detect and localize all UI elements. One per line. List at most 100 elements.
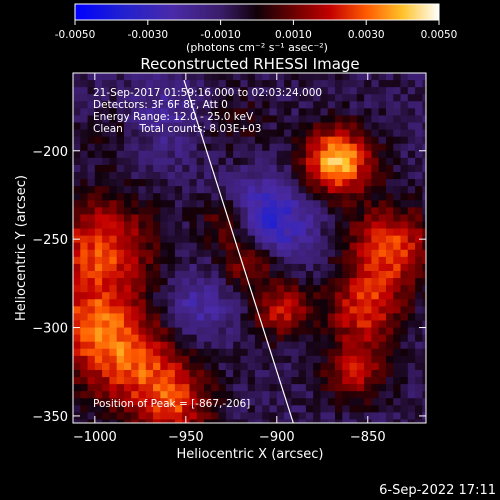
heatmap-cell xyxy=(320,143,329,152)
heatmap-cell xyxy=(320,341,329,350)
heatmap-cell xyxy=(371,115,380,124)
heatmap-cell xyxy=(167,391,176,399)
heatmap-cell xyxy=(247,235,256,244)
heatmap-cell xyxy=(240,341,249,350)
heatmap-cell xyxy=(218,150,227,159)
heatmap-cell xyxy=(349,391,358,399)
heatmap-cell xyxy=(269,101,278,109)
heatmap-cell xyxy=(174,384,183,392)
heatmap-cell xyxy=(364,278,373,286)
heatmap-cell xyxy=(80,292,89,300)
heatmap-cell xyxy=(269,285,278,293)
heatmap-cell xyxy=(138,228,147,237)
heatmap-cell xyxy=(356,242,365,251)
heatmap-cell xyxy=(73,80,81,88)
heatmap-cell xyxy=(400,193,409,201)
heatmap-cell xyxy=(174,292,183,300)
heatmap-cell xyxy=(196,73,205,81)
heatmap-cell xyxy=(87,186,96,194)
heatmap-cell xyxy=(80,157,89,166)
heatmap-cell xyxy=(211,263,220,272)
heatmap-cell xyxy=(291,101,300,109)
heatmap-cell xyxy=(131,80,140,88)
heatmap-cell xyxy=(364,228,373,237)
heatmap-cell xyxy=(364,214,373,223)
heatmap-cell xyxy=(327,292,336,300)
heatmap-cell xyxy=(116,122,125,131)
heatmap-cell xyxy=(94,263,103,272)
heatmap-cell xyxy=(320,193,329,201)
heatmap-cell xyxy=(196,355,205,364)
heatmap-cell xyxy=(109,214,118,223)
heatmap-cell xyxy=(320,136,329,145)
heatmap-cell xyxy=(189,157,198,166)
heatmap-cell xyxy=(284,249,292,258)
heatmap-cell xyxy=(131,362,140,371)
heatmap-cell xyxy=(204,129,212,138)
heatmap-cell xyxy=(204,278,212,286)
heatmap-cell xyxy=(116,164,125,173)
heatmap-cell xyxy=(305,369,314,378)
heatmap-cell xyxy=(116,207,125,216)
heatmap-cell xyxy=(240,221,249,230)
heatmap-cell xyxy=(378,270,387,279)
heatmap-cell xyxy=(320,391,329,399)
heatmap-cell xyxy=(305,384,314,392)
heatmap-cell xyxy=(254,143,263,152)
heatmap-cell xyxy=(116,150,125,159)
heatmap-cell xyxy=(262,179,271,187)
heatmap-cell xyxy=(116,285,125,293)
heatmap-cell xyxy=(123,207,132,216)
heatmap-cell xyxy=(269,235,278,244)
heatmap-cell xyxy=(196,108,205,117)
heatmap-cell xyxy=(342,270,351,279)
heatmap-cell xyxy=(196,87,205,95)
heatmap-cell xyxy=(415,299,423,307)
heatmap-cell xyxy=(349,384,358,392)
heatmap-cell xyxy=(233,249,242,258)
heatmap-cell xyxy=(371,391,380,399)
heatmap-cell xyxy=(138,299,147,307)
heatmap-cell xyxy=(189,214,198,223)
heatmap-cell xyxy=(233,419,242,423)
heatmap-cell xyxy=(131,313,140,322)
heatmap-cell xyxy=(116,341,125,350)
heatmap-cell xyxy=(262,87,271,95)
heatmap-cell xyxy=(233,341,242,350)
heatmap-cell xyxy=(189,377,198,385)
heatmap-cell xyxy=(196,327,205,336)
heatmap-cell xyxy=(102,150,110,159)
heatmap-cell xyxy=(153,122,161,131)
heatmap-cell xyxy=(131,136,140,145)
heatmap-cell xyxy=(269,171,278,180)
heatmap-cell xyxy=(393,101,402,109)
heatmap-cell xyxy=(269,292,278,300)
heatmap-cell xyxy=(218,87,227,95)
heatmap-cell xyxy=(116,419,125,423)
heatmap-cell xyxy=(415,115,423,124)
heatmap-cell xyxy=(313,313,322,322)
heatmap-cell xyxy=(400,179,409,187)
heatmap-cell xyxy=(116,157,125,166)
heatmap-cell xyxy=(400,94,409,102)
heatmap-cell xyxy=(393,362,402,371)
heatmap-cell xyxy=(393,313,402,322)
heatmap-cell xyxy=(196,94,205,102)
heatmap-cell xyxy=(218,285,227,293)
heatmap-cell xyxy=(131,334,140,343)
heatmap-cell xyxy=(145,348,154,357)
heatmap-cell xyxy=(327,228,336,237)
heatmap-cell xyxy=(291,87,300,95)
heatmap-cell xyxy=(73,334,81,343)
heatmap-cell xyxy=(123,108,132,117)
heatmap-cell xyxy=(298,270,307,279)
heatmap-cell xyxy=(313,129,322,138)
heatmap-cell xyxy=(145,179,154,187)
heatmap-cell xyxy=(371,299,380,307)
heatmap-cell xyxy=(276,143,285,152)
heatmap-cell xyxy=(204,94,212,102)
heatmap-cell xyxy=(138,150,147,159)
heatmap-cell xyxy=(262,348,271,357)
heatmap-cell xyxy=(182,355,191,364)
heatmap-cell xyxy=(291,143,300,152)
